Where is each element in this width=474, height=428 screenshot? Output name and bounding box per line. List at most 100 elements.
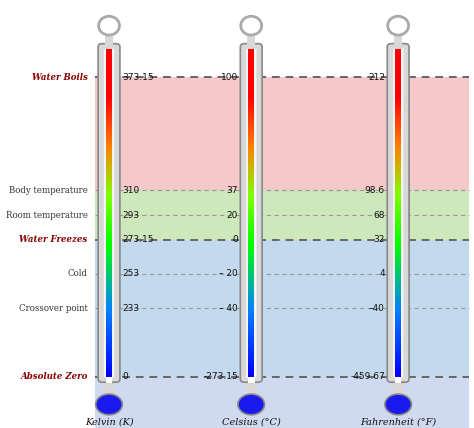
Bar — [248, 244, 254, 246]
Bar — [248, 265, 254, 267]
Bar — [106, 90, 112, 92]
Bar — [248, 366, 254, 369]
Bar — [106, 281, 112, 283]
Bar — [395, 60, 401, 62]
Bar — [395, 342, 401, 344]
Bar — [106, 211, 112, 213]
Bar — [248, 247, 254, 249]
Bar — [248, 150, 254, 152]
Bar — [248, 342, 254, 344]
Bar — [106, 209, 112, 211]
Bar — [106, 139, 112, 141]
Bar — [248, 75, 254, 77]
Bar — [106, 63, 112, 65]
Bar — [106, 275, 112, 277]
Bar — [248, 172, 254, 174]
Bar — [395, 77, 401, 79]
Bar — [395, 78, 401, 80]
Bar — [395, 278, 401, 280]
Text: 293: 293 — [122, 211, 139, 220]
Bar — [395, 276, 401, 279]
Bar — [248, 235, 254, 238]
Bar — [248, 68, 254, 71]
Bar — [248, 104, 254, 107]
Bar — [106, 166, 112, 169]
Bar — [248, 160, 254, 162]
Bar — [395, 347, 401, 349]
Bar — [395, 343, 401, 345]
Bar — [248, 307, 254, 309]
Bar — [395, 217, 401, 220]
Bar — [106, 91, 112, 93]
Bar — [106, 176, 112, 178]
Bar — [106, 78, 112, 80]
Bar — [248, 122, 254, 125]
Text: 32: 32 — [374, 235, 385, 244]
Bar — [248, 173, 254, 175]
Bar — [248, 327, 254, 329]
Bar — [248, 52, 254, 54]
Bar — [248, 157, 254, 159]
Bar — [248, 234, 254, 236]
Text: Kelvin (K): Kelvin (K) — [85, 417, 133, 426]
Bar — [106, 157, 112, 159]
Bar — [395, 374, 401, 377]
Bar — [395, 234, 401, 236]
Bar — [395, 348, 401, 351]
Bar — [248, 140, 254, 143]
Bar — [106, 98, 112, 100]
Text: 20: 20 — [227, 211, 238, 220]
Bar — [248, 306, 254, 308]
Bar — [106, 184, 112, 187]
Bar — [106, 149, 112, 151]
Bar — [395, 198, 401, 200]
FancyBboxPatch shape — [240, 44, 262, 382]
Bar — [106, 136, 112, 138]
Bar — [395, 110, 401, 111]
Bar — [248, 299, 254, 301]
Bar — [395, 345, 401, 347]
Bar — [245, 374, 257, 397]
Bar — [395, 309, 401, 311]
Bar — [106, 55, 112, 57]
Bar — [248, 166, 254, 169]
Bar — [106, 347, 112, 349]
Bar — [395, 255, 401, 257]
Bar — [106, 152, 112, 154]
Bar — [395, 213, 401, 214]
Bar — [103, 374, 115, 397]
Bar — [248, 95, 254, 97]
Bar — [106, 172, 112, 174]
Text: Absolute Zero: Absolute Zero — [20, 372, 88, 381]
Bar — [248, 250, 254, 252]
Text: Water Freezes: Water Freezes — [19, 235, 88, 244]
Bar — [248, 339, 254, 341]
Bar — [106, 86, 112, 89]
Bar — [248, 255, 254, 257]
Bar — [106, 137, 112, 139]
Bar — [395, 237, 401, 239]
Bar — [248, 121, 254, 123]
Bar — [248, 188, 254, 190]
Bar — [106, 198, 112, 200]
Text: 4: 4 — [379, 269, 385, 279]
Bar — [395, 180, 401, 182]
Bar — [106, 330, 112, 333]
Bar — [395, 209, 401, 211]
Bar — [395, 355, 401, 357]
Bar — [395, 52, 401, 54]
Bar — [248, 334, 254, 336]
Bar — [248, 229, 254, 231]
Bar — [248, 111, 254, 113]
Bar — [106, 85, 112, 87]
Bar — [106, 114, 112, 116]
Bar — [106, 259, 112, 260]
Bar — [248, 226, 254, 228]
Bar — [395, 204, 401, 206]
Bar — [248, 297, 254, 300]
Bar — [395, 281, 401, 283]
Bar — [395, 104, 401, 107]
Bar — [395, 260, 401, 262]
Bar — [395, 339, 401, 341]
Bar — [248, 85, 254, 87]
